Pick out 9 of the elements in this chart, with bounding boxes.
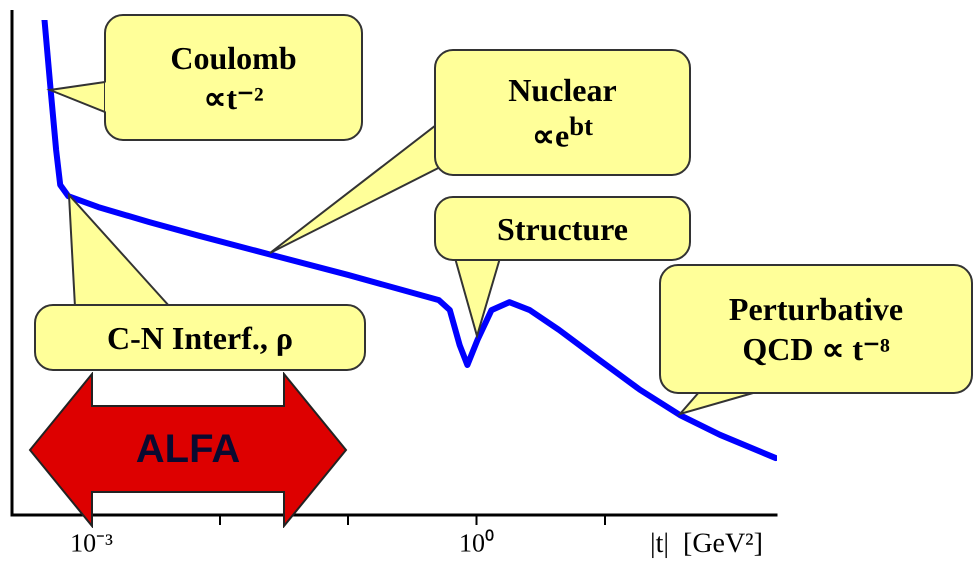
annotation: Nuclear ∝e$^{bt}$ bbox=[508, 70, 617, 156]
x-tick-label: 10⁰ bbox=[458, 528, 494, 558]
annotation: Structure bbox=[497, 210, 628, 248]
annotation: Coulomb ∝t⁻² bbox=[170, 38, 297, 118]
x-axis-title: |t| [GeV²] bbox=[650, 528, 763, 560]
annotation: ALFA bbox=[136, 426, 240, 473]
annotation: Perturbative QCD ∝ t⁻⁸ bbox=[728, 290, 904, 369]
annotation: C-N Interf., ρ bbox=[107, 318, 293, 358]
x-tick-label: 10⁻³ bbox=[70, 528, 114, 558]
